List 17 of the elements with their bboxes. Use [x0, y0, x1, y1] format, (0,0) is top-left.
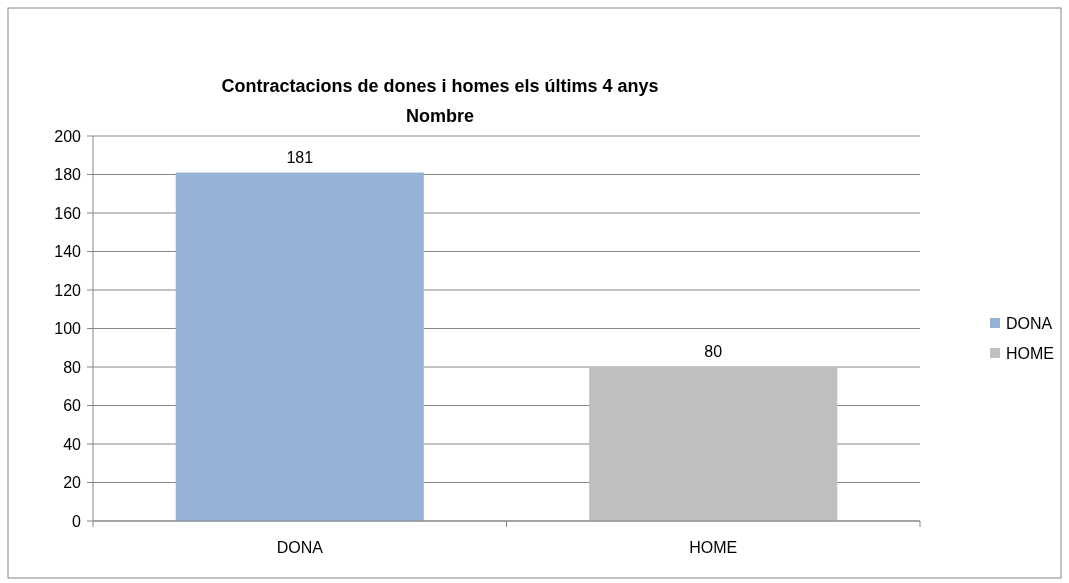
y-tick-label: 120	[54, 281, 82, 299]
y-tick-label: 20	[63, 474, 82, 492]
legend-label: HOME	[1006, 344, 1054, 362]
y-tick-label: 160	[54, 204, 82, 222]
y-tick-label: 100	[54, 320, 82, 338]
y-tick-label: 140	[54, 243, 82, 261]
data-label: 181	[286, 148, 314, 166]
y-tick-label: 40	[63, 435, 82, 453]
y-tick-label: 60	[63, 397, 82, 415]
y-tick-label: 180	[54, 166, 82, 184]
chart-title: Contractacions de dones i homes els últims 4 anys	[221, 76, 659, 96]
y-tick-label: 80	[63, 358, 82, 376]
chart-subtitle: Nombre	[405, 106, 475, 126]
data-label: 80	[704, 343, 723, 360]
legend-label: DONA	[1006, 314, 1053, 332]
y-tick-label: 0	[72, 512, 82, 530]
y-tick-label: 200	[54, 127, 82, 145]
